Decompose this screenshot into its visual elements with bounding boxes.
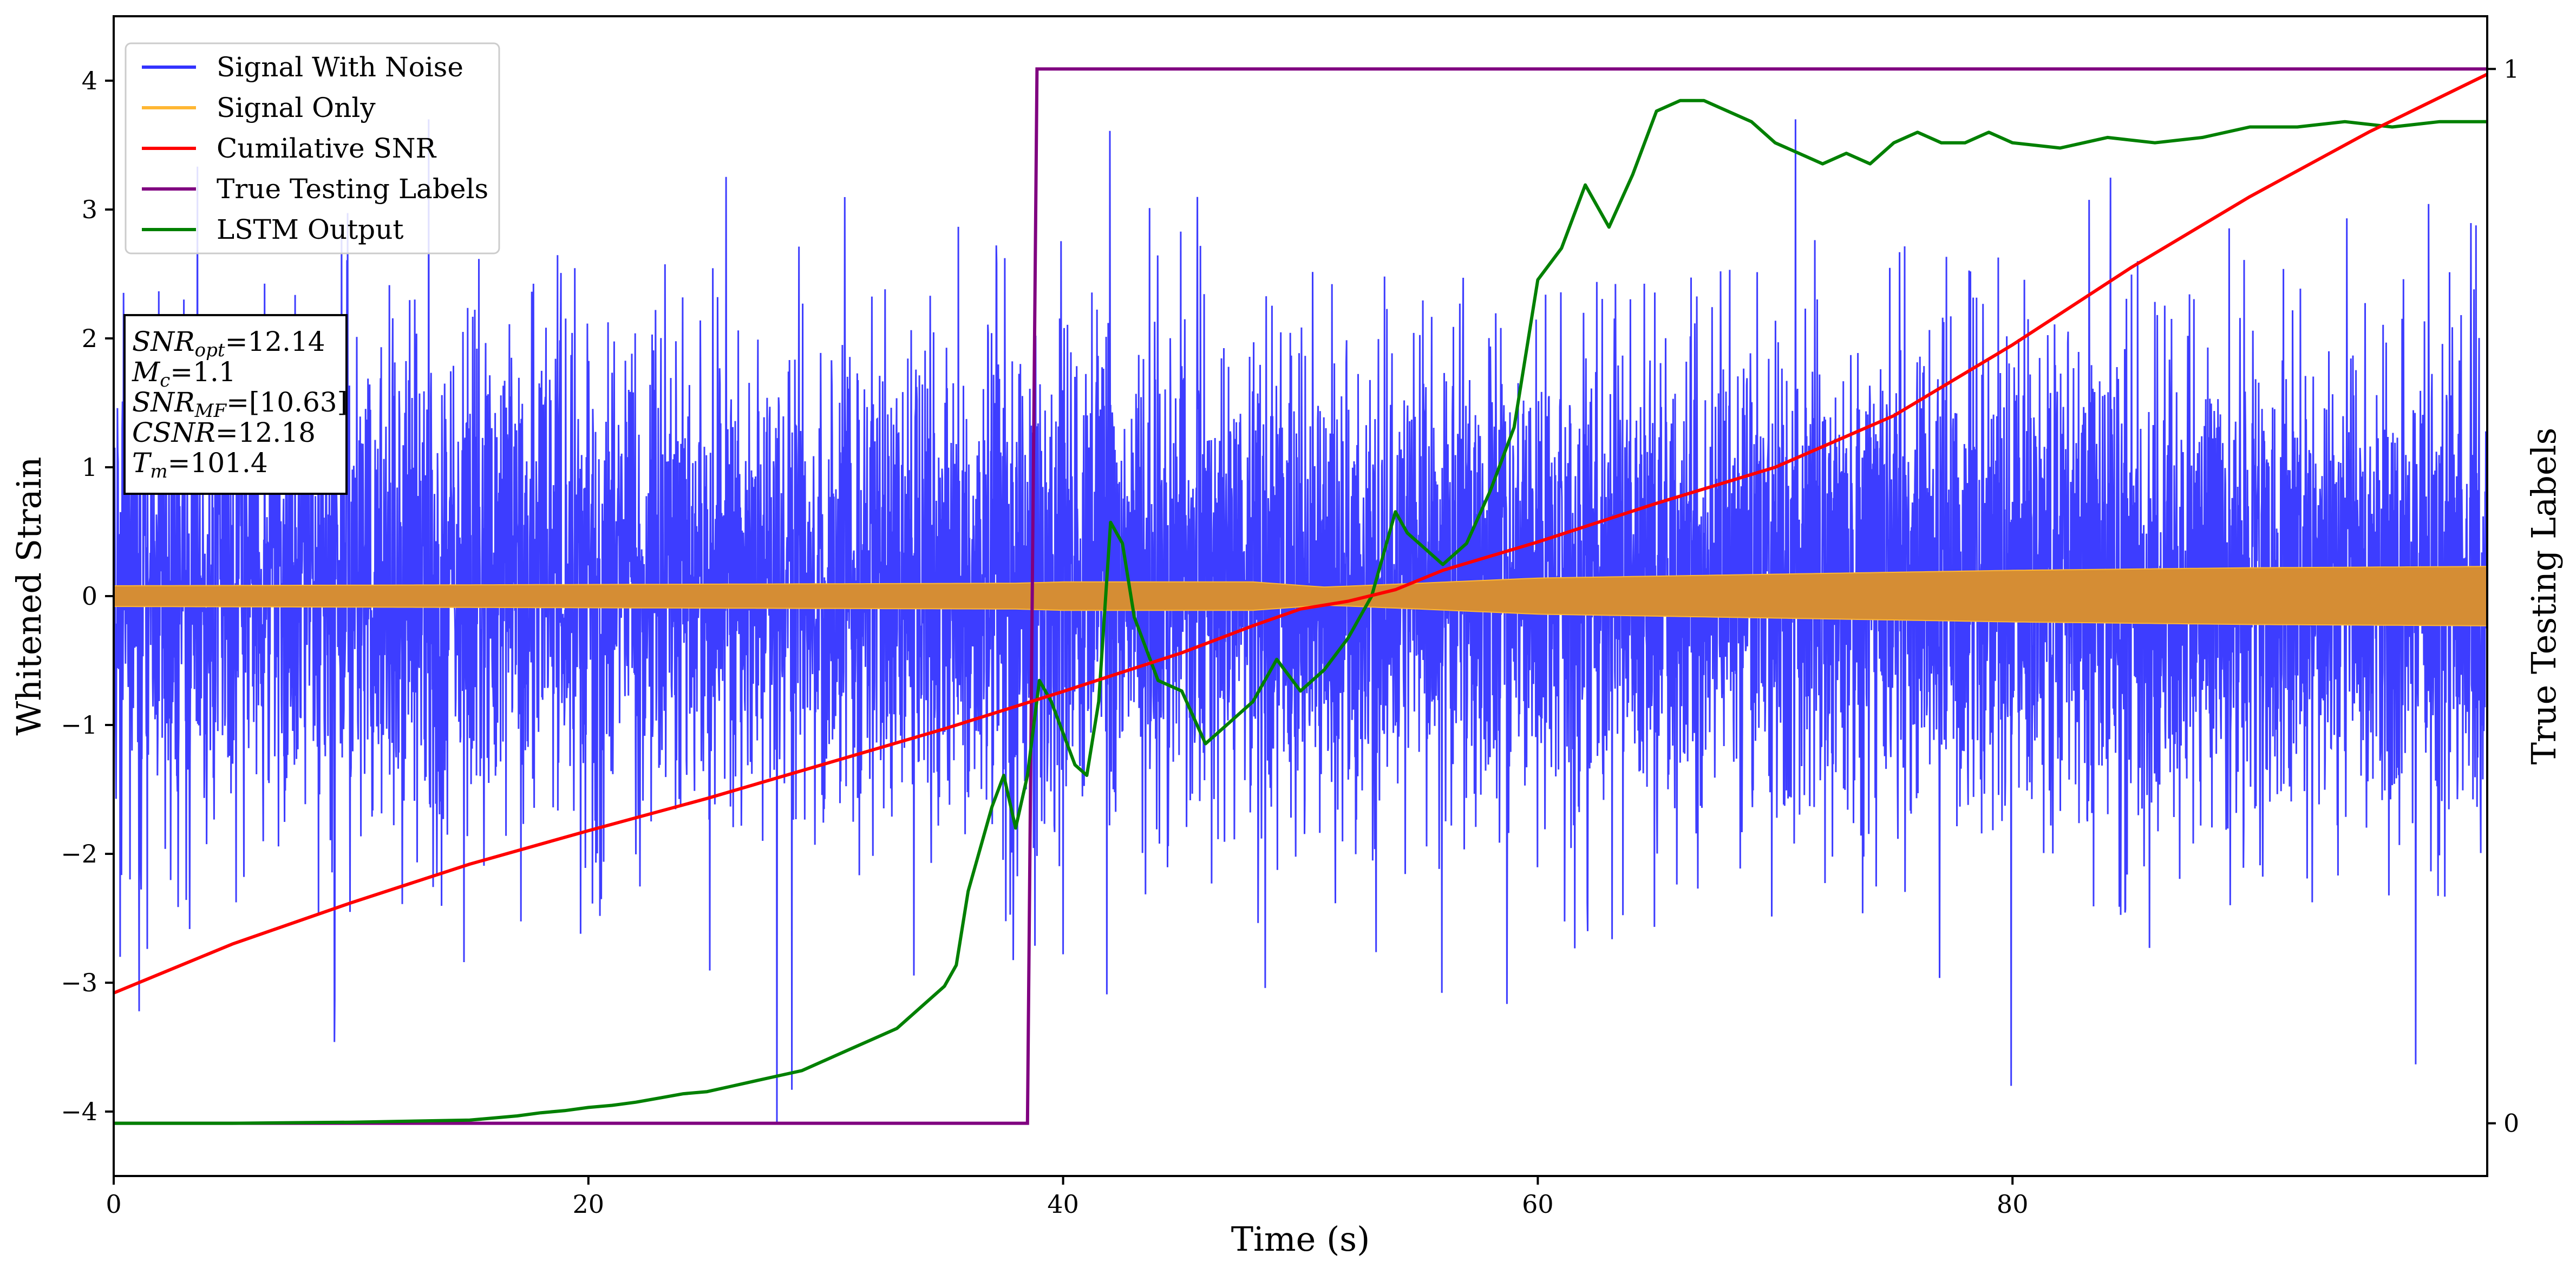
legend-label: Signal With Noise bbox=[217, 51, 463, 83]
y-tick-label: 0 bbox=[82, 582, 97, 611]
info-box-frame bbox=[123, 314, 348, 495]
lstm-output-line bbox=[114, 99, 2487, 1125]
true-testing-labels-series bbox=[114, 67, 2487, 1125]
y-tick-label: 1 bbox=[82, 453, 97, 482]
x-axis-title: Time (s) bbox=[1231, 1219, 1370, 1259]
y-tick-label: 3 bbox=[82, 195, 97, 224]
y-axis-left: −4 −3 −2 −1 0 1 2 3 4 bbox=[61, 66, 114, 1126]
y-axis-title: Whitened Strain bbox=[9, 457, 49, 736]
info-box-line: CSNR=12.18 bbox=[132, 417, 316, 448]
signal-only-band bbox=[114, 566, 2487, 626]
y-tick-label: −3 bbox=[61, 968, 97, 997]
legend: Signal With Noise Signal Only Cumilative S… bbox=[125, 42, 500, 254]
signal-with-noise-series bbox=[114, 119, 2487, 1125]
signal-only-series bbox=[114, 566, 2487, 626]
y-tick-label: 4 bbox=[82, 66, 97, 95]
x-tick-label: 80 bbox=[1997, 1190, 2029, 1219]
x-tick-label: 20 bbox=[573, 1190, 605, 1219]
info-box-line: Mc=1.1 bbox=[132, 356, 236, 391]
y-tick-label: −4 bbox=[61, 1097, 97, 1126]
x-axis: 0 20 40 60 80 bbox=[106, 1176, 2028, 1219]
info-box-line: SNRopt=12.14 bbox=[132, 326, 325, 361]
y-axis-right: 01 bbox=[2487, 54, 2519, 1138]
legend-frame bbox=[125, 42, 500, 254]
x-tick-label: 40 bbox=[1047, 1190, 1079, 1219]
legend-label: Signal Only bbox=[217, 92, 376, 123]
true-testing-labels-line bbox=[114, 67, 2487, 1125]
cumulative-snr-line bbox=[114, 73, 2487, 995]
y-tick-label: −1 bbox=[61, 710, 97, 740]
x-tick-label: 0 bbox=[106, 1190, 121, 1219]
plot-area bbox=[114, 67, 2487, 1125]
info-box-line: SNRMF=[10.63] bbox=[132, 387, 348, 422]
y2-tick-label: 0 bbox=[2503, 1109, 2519, 1138]
y2-axis-title: True Testing Labels bbox=[2524, 428, 2564, 765]
y-tick-label: −2 bbox=[61, 839, 97, 868]
lstm-output-series bbox=[114, 99, 2487, 1125]
cumulative-snr-series bbox=[114, 73, 2487, 995]
parameter-info-box: SNRopt=12.14Mc=1.1SNRMF=[10.63]CSNR=12.1… bbox=[123, 314, 348, 495]
legend-label: True Testing Labels bbox=[217, 173, 488, 205]
legend-label: LSTM Output bbox=[217, 214, 403, 245]
x-tick-label: 60 bbox=[1522, 1190, 1554, 1219]
signal-with-noise-line bbox=[114, 119, 2487, 1125]
y2-tick-label: 1 bbox=[2503, 54, 2519, 83]
legend-label: Cumilative SNR bbox=[217, 133, 436, 164]
y-tick-label: 2 bbox=[82, 324, 97, 353]
info-box-line: Tm=101.4 bbox=[132, 447, 268, 482]
